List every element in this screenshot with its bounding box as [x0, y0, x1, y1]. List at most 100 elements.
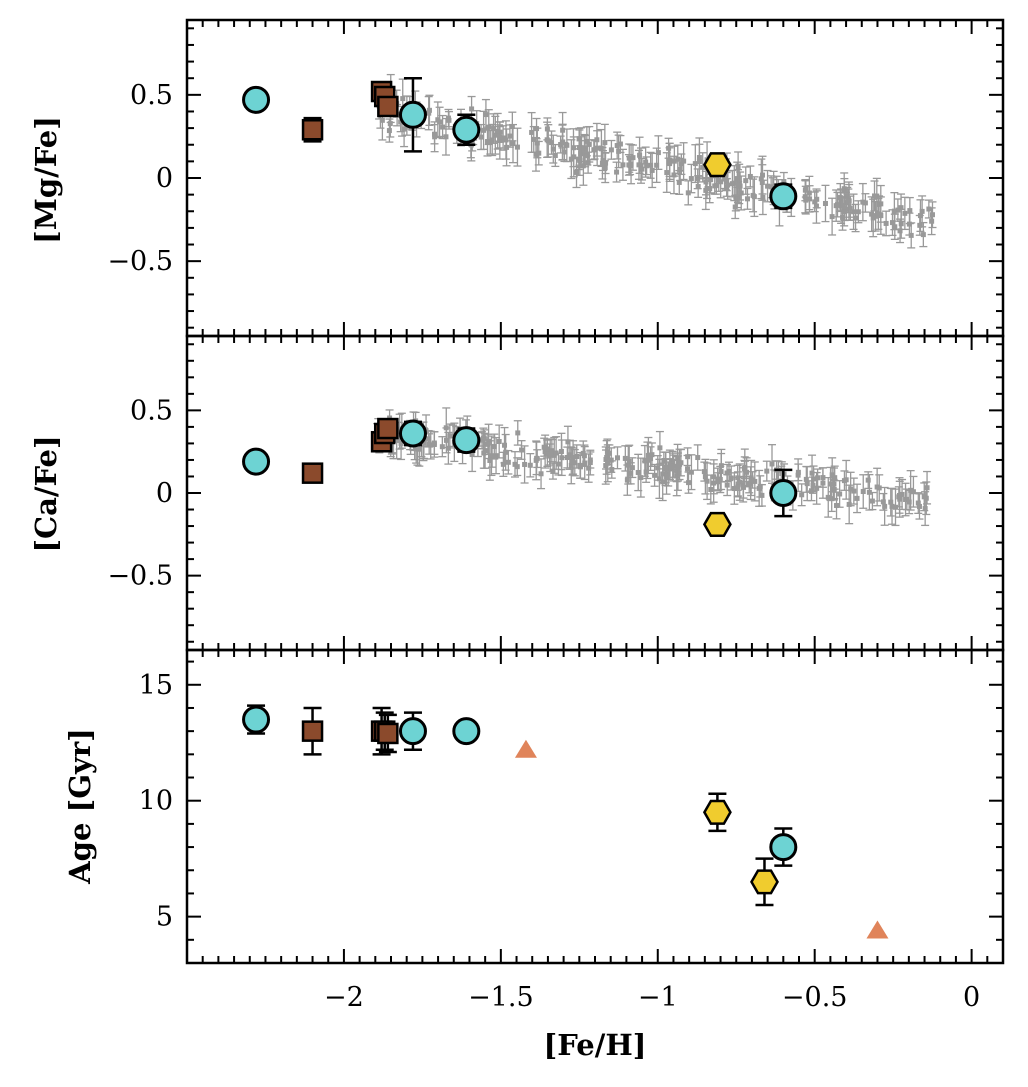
- field-star-point: [614, 169, 620, 175]
- field-star-point: [622, 455, 628, 461]
- field-star-point: [764, 468, 770, 474]
- field-star-point: [605, 460, 611, 466]
- field-star-point: [729, 181, 735, 187]
- field-star-point: [657, 445, 663, 451]
- field-star-point: [568, 156, 574, 162]
- field-star-point: [837, 491, 843, 497]
- square-point: [301, 462, 324, 484]
- field-star-point: [768, 184, 774, 190]
- field-star-point: [495, 128, 501, 134]
- field-star-point: [923, 495, 929, 501]
- field-star-point: [655, 150, 661, 156]
- field-star-point: [547, 452, 553, 458]
- field-star-point: [899, 491, 905, 497]
- hexagon-point: [702, 152, 732, 178]
- square-point: [301, 119, 324, 141]
- field-star-point: [667, 466, 673, 472]
- field-star-point: [531, 136, 537, 142]
- field-star-point: [644, 163, 650, 169]
- field-star-point: [581, 453, 587, 459]
- field-star-point: [926, 206, 932, 212]
- field-star-point: [443, 134, 449, 140]
- field-star-point: [841, 209, 847, 215]
- field-star-point: [695, 184, 701, 190]
- field-star-point: [629, 465, 635, 471]
- field-star-point: [829, 214, 835, 220]
- field-star-point: [678, 460, 684, 466]
- field-star-point: [656, 476, 662, 482]
- series-squares: [301, 80, 399, 143]
- y-axis-label-mg: [Mg/Fe]: [29, 116, 63, 244]
- y-ticks: [187, 660, 1003, 941]
- field-star-point: [507, 133, 513, 139]
- field-star-point: [485, 441, 491, 447]
- field-star-point: [483, 112, 489, 118]
- field-star-point: [487, 457, 493, 463]
- field-star-point: [515, 430, 521, 436]
- field-star-point: [737, 479, 743, 485]
- field-star-point: [750, 477, 756, 483]
- field-star-point: [696, 155, 702, 161]
- field-star-point: [701, 469, 707, 475]
- field-star-point: [735, 484, 741, 490]
- field-star-point: [828, 481, 834, 487]
- field-star-point: [731, 486, 737, 492]
- field-star-point: [929, 212, 935, 218]
- series-circles: [242, 704, 798, 867]
- x-tick-labels: −2 −1.5 −1 −0.5 0: [324, 982, 980, 1013]
- field-star-point: [708, 177, 714, 183]
- field-star-point: [504, 144, 510, 150]
- hexagon-point: [702, 799, 732, 825]
- field-star-point: [734, 194, 740, 200]
- field-star-point: [491, 444, 497, 450]
- field-star-point: [602, 140, 608, 146]
- field-star-point: [624, 477, 630, 483]
- field-star-point: [534, 140, 540, 146]
- field-star-point: [715, 479, 721, 485]
- field-star-point: [443, 437, 449, 443]
- field-star-point: [387, 121, 393, 127]
- x-tick-label: −1.5: [468, 982, 534, 1013]
- field-star-point: [586, 141, 592, 147]
- field-star-point: [544, 126, 550, 132]
- field-star-point: [888, 499, 894, 505]
- field-star-point: [902, 210, 908, 216]
- circle-point: [769, 833, 798, 862]
- y-tick-label: 10: [139, 786, 173, 817]
- field-star-point: [860, 489, 866, 495]
- y-tick-label: 0: [156, 478, 173, 509]
- field-star-point: [875, 211, 881, 217]
- field-star-point: [549, 140, 555, 146]
- field-star-point: [544, 446, 550, 452]
- field-stars: [373, 407, 932, 527]
- field-star-point: [649, 452, 655, 458]
- field-star-point: [744, 196, 750, 202]
- field-star-point: [398, 440, 404, 446]
- field-star-point: [542, 449, 548, 455]
- field-star-point: [643, 469, 649, 475]
- square-point: [377, 722, 399, 745]
- field-star-point: [561, 149, 567, 155]
- field-star-point: [608, 147, 614, 153]
- field-star-point: [510, 141, 516, 147]
- field-star-point: [746, 482, 752, 488]
- field-star-point: [718, 179, 724, 185]
- field-star-point: [707, 186, 713, 192]
- field-star-point: [765, 183, 771, 189]
- field-star-point: [841, 478, 847, 484]
- field-star-point: [906, 499, 912, 505]
- field-star-point: [628, 470, 634, 476]
- square-point: [377, 95, 399, 118]
- series-squares: [301, 417, 399, 484]
- field-star-point: [509, 123, 515, 129]
- field-star-point: [712, 183, 718, 189]
- field-star-point: [522, 461, 528, 467]
- field-stars: [375, 73, 937, 249]
- field-star-point: [489, 453, 495, 459]
- field-star-point: [567, 452, 573, 458]
- field-star-point: [677, 166, 683, 172]
- field-star-point: [379, 117, 385, 123]
- field-star-point: [487, 139, 493, 145]
- field-star-point: [681, 158, 687, 164]
- field-star-point: [645, 452, 651, 458]
